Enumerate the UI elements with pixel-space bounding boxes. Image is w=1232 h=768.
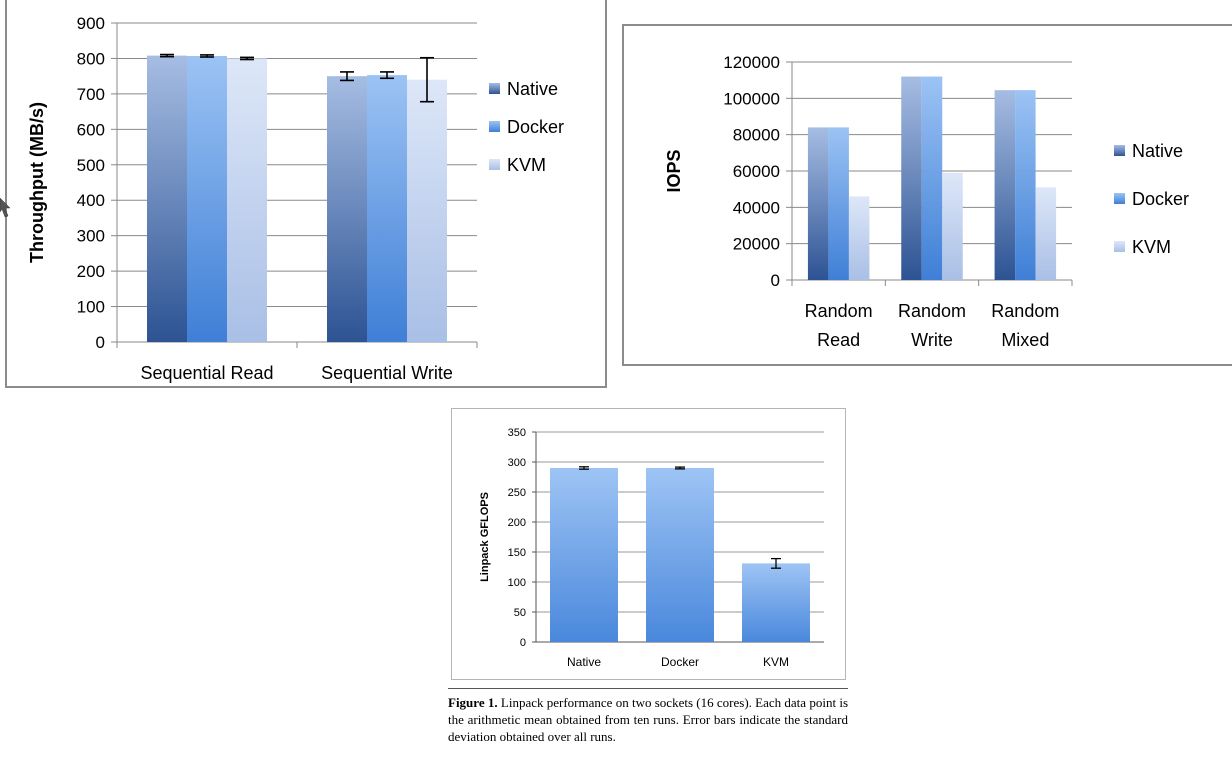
y-tick-label: 200: [77, 262, 105, 281]
y-tick-label: 100: [77, 298, 105, 317]
bar-native: [550, 468, 618, 642]
random-iops-svg: 0 20000 40000 60000 80000 100000 120000 Random R…: [664, 53, 1189, 350]
y-tick-label: 50: [514, 607, 526, 619]
y-tick-label: 40000: [733, 198, 780, 217]
x-category-label: Random: [898, 301, 966, 321]
y-tick-label: 600: [77, 120, 105, 139]
bar-kvm-sequential-read: [227, 58, 267, 342]
y-tick-label: 400: [77, 191, 105, 210]
cursor-arrow-icon: [0, 198, 11, 218]
bar-docker: [646, 468, 714, 642]
x-category-label: Sequential Read: [140, 363, 273, 383]
x-category-label: KVM: [763, 655, 789, 669]
bar-docker-random-mixed: [1015, 90, 1036, 281]
y-tick-label: 200: [508, 517, 526, 529]
y-tick-label: 120000: [723, 53, 780, 72]
y-axis-label: Throughput (MB/s): [27, 102, 47, 263]
bar-kvm-sequential-write: [407, 79, 447, 342]
x-category-label: Mixed: [1001, 330, 1049, 350]
x-category-label: Docker: [661, 655, 699, 669]
legend-swatch-docker: [489, 121, 500, 132]
legend-label-docker: Docker: [507, 117, 564, 137]
y-tick-label: 800: [77, 49, 105, 68]
y-axis-label: IOPS: [664, 149, 684, 192]
x-category-label: Random: [991, 301, 1059, 321]
caption-text: Linpack performance on two sockets (16 c…: [448, 695, 849, 744]
x-category-label: Sequential Write: [321, 363, 453, 383]
y-tick-label: 80000: [733, 126, 780, 145]
bar-docker-sequential-read: [187, 55, 227, 343]
bar-native-random-write: [901, 76, 922, 281]
bar-native-sequential-write: [327, 76, 367, 343]
bar-native-random-read: [807, 127, 829, 281]
sequential-throughput-chart: 0 100 200 300 400 500 600 700 800 900 Sequential R…: [5, 0, 607, 388]
x-category-label: Native: [567, 655, 601, 669]
x-category-label: Read: [817, 330, 860, 350]
legend-swatch-docker: [1114, 193, 1125, 204]
random-iops-chart: 0 20000 40000 60000 80000 100000 120000 Random R…: [622, 24, 1232, 366]
linpack-svg: 0 50 100 150 200 250 300 350 Native Docker KVM Linp…: [479, 427, 824, 669]
legend-label-native: Native: [1132, 141, 1183, 161]
bar-kvm: [742, 563, 810, 642]
sequential-throughput-svg: 0 100 200 300 400 500 600 700 800 900 Sequential R…: [27, 14, 564, 383]
y-tick-label: 150: [508, 547, 526, 559]
y-tick-label: 100000: [723, 89, 780, 108]
y-tick-label: 250: [508, 487, 526, 499]
y-tick-label: 0: [771, 271, 780, 290]
bar-kvm-random-write: [942, 172, 963, 280]
legend-swatch-kvm: [489, 159, 500, 170]
legend-label-docker: Docker: [1132, 189, 1189, 209]
y-tick-label: 900: [77, 14, 105, 33]
y-tick-label: 20000: [733, 235, 780, 254]
x-category-label: Random: [805, 301, 873, 321]
legend-swatch-native: [1114, 145, 1125, 156]
legend-swatch-kvm: [1114, 241, 1125, 252]
y-tick-label: 700: [77, 85, 105, 104]
y-tick-label: 100: [508, 577, 526, 589]
y-tick-label: 0: [520, 637, 526, 649]
y-tick-label: 300: [77, 227, 105, 246]
y-tick-label: 60000: [733, 162, 780, 181]
linpack-chart: 0 50 100 150 200 250 300 350 Native Docker KVM Linp…: [451, 408, 846, 680]
y-tick-label: 300: [508, 457, 526, 469]
legend-label-native: Native: [507, 79, 558, 99]
y-axis-label: Linpack GFLOPS: [479, 492, 491, 582]
y-tick-label: 0: [96, 333, 105, 352]
bar-kvm-random-mixed: [1035, 187, 1057, 280]
bar-docker-random-read: [828, 127, 849, 281]
bar-kvm-random-read: [848, 196, 870, 280]
legend-label-kvm: KVM: [507, 155, 546, 175]
caption-label: Figure 1.: [448, 695, 498, 710]
bar-docker-sequential-write: [367, 75, 407, 342]
bar-native-random-mixed: [994, 90, 1016, 281]
y-tick-label: 350: [508, 427, 526, 439]
figure-caption: Figure 1. Linpack performance on two soc…: [448, 688, 848, 745]
x-category-label: Write: [911, 330, 953, 350]
legend-label-kvm: KVM: [1132, 237, 1171, 257]
legend-swatch-native: [489, 83, 500, 94]
bar-docker-random-write: [921, 76, 943, 281]
bar-native-sequential-read: [147, 55, 187, 343]
y-tick-label: 500: [77, 156, 105, 175]
